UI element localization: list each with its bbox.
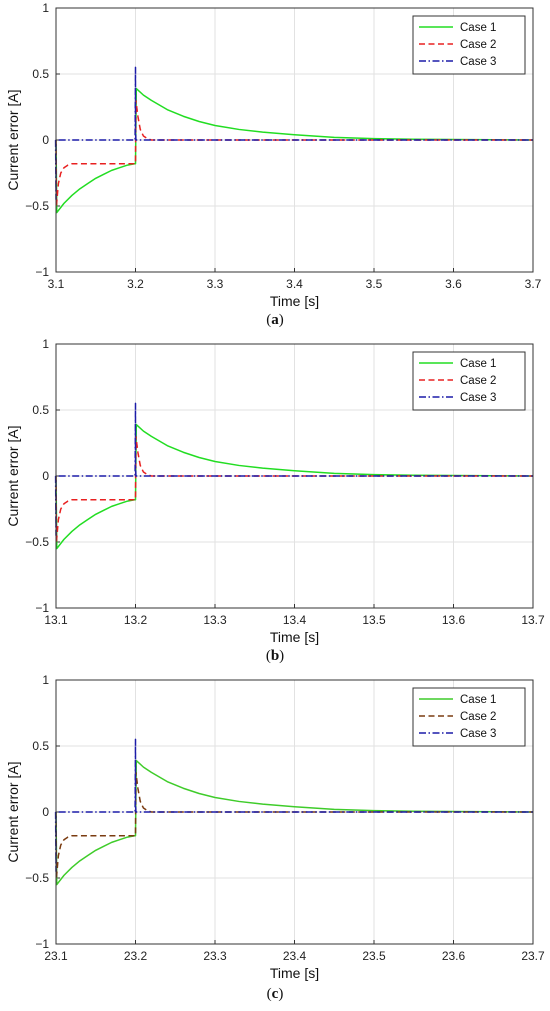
axes-box [55,7,534,273]
legend-box [412,15,526,75]
x-tick-label: 23.7 [521,949,545,963]
caption-a: (a) [266,312,284,328]
axes-box [55,679,534,945]
chart-a-svg: 3.1 3.2 3.3 3.4 3.5 3.6 3.7 −1 −0.5 0 0.5 1 Time [s]… [5,1,542,309]
x-tick-label: 13.7 [521,613,545,627]
series-line-case-3 [54,66,533,201]
legend-label-case-3: Case 3 [460,56,496,68]
y-tick-label: 1 [42,1,49,15]
legend: Case 1 Case 2 Case 3 [412,687,526,747]
caption-a-letter: a [271,312,279,328]
axes-box [55,343,534,609]
y-tick-label: 1 [42,337,49,351]
x-axis-label: Time [s] [270,629,319,645]
caption-c-letter: c [271,986,279,1002]
x-tick-label: 23.3 [203,949,227,963]
x-tick-label: 3.6 [445,277,462,291]
chart-b-svg: 13.1 13.2 13.3 13.4 13.5 13.6 13.7 −1 −0.5 0 0.5 1 T… [5,337,545,645]
legend-label-case-3: Case 3 [460,728,496,740]
x-tick-label: 13.1 [44,613,68,627]
y-axis-label: Current error [A] [5,761,21,862]
x-tick-label: 23.1 [44,949,68,963]
x-tick-label: 3.5 [366,277,383,291]
legend-label-case-3: Case 3 [460,392,496,404]
x-tick-label: 23.4 [283,949,307,963]
legend-label-case-2: Case 2 [460,711,496,723]
y-tick-label: 0.5 [32,403,49,417]
y-tick-label: −1 [35,265,49,279]
x-tick-label: 3.3 [207,277,224,291]
legend: Case 1 Case 2 Case 3 [412,15,526,75]
y-tick-label: 0 [42,133,49,147]
legend-label-case-2: Case 2 [460,39,496,51]
y-tick-label: −0.5 [25,535,49,549]
x-axis-label: Time [s] [270,965,319,981]
x-tick-label: 3.7 [525,277,542,291]
y-tick-label: 0 [42,805,49,819]
legend-label-case-2: Case 2 [460,375,496,387]
x-tick-label: 23.6 [442,949,466,963]
y-tick-label: 1 [42,673,49,687]
legend-box [412,351,526,411]
y-tick-label: −0.5 [25,871,49,885]
x-tick-label: 13.2 [124,613,148,627]
legend-label-case-1: Case 1 [460,694,496,706]
series-line-case-1 [55,759,534,886]
legend-box [412,687,526,747]
caption-c: (c) [266,986,284,1002]
y-tick-label: 0.5 [32,67,49,81]
y-axis-label: Current error [A] [5,89,21,190]
x-tick-label: 3.1 [48,277,65,291]
x-tick-label: 23.5 [362,949,386,963]
x-tick-label: 13.4 [283,613,307,627]
x-tick-label: 13.6 [442,613,466,627]
series-line-case-3 [54,402,533,537]
x-tick-label: 13.3 [203,613,227,627]
series-line-case-1 [55,87,534,214]
chart-c-svg: 23.1 23.2 23.3 23.4 23.5 23.6 23.7 −1 −0.5 0 0.5 1 T… [5,673,545,981]
y-tick-label: 0 [42,469,49,483]
x-tick-label: 3.2 [127,277,144,291]
caption-b-letter: b [270,648,280,664]
y-tick-label: 0.5 [32,739,49,753]
series-line-case-3 [54,738,533,873]
y-tick-label: −1 [35,601,49,615]
series-line-case-1 [55,423,534,550]
chart-panel-a: 3.1 3.2 3.3 3.4 3.5 3.6 3.7 −1 −0.5 0 0.5 1 Time [s]… [0,0,550,312]
caption-b: (b) [265,648,285,664]
y-tick-label: −0.5 [25,199,49,213]
x-tick-label: 13.5 [362,613,386,627]
x-tick-label: 3.4 [286,277,303,291]
legend: Case 1 Case 2 Case 3 [412,351,526,411]
chart-panel-c: 23.1 23.2 23.3 23.4 23.5 23.6 23.7 −1 −0.5 0 0.5 1 T… [0,672,550,986]
y-axis-label: Current error [A] [5,425,21,526]
y-tick-label: −1 [35,937,49,951]
x-tick-label: 23.2 [124,949,148,963]
x-axis-label: Time [s] [270,293,319,309]
legend-label-case-1: Case 1 [460,22,496,34]
chart-panel-b: 13.1 13.2 13.3 13.4 13.5 13.6 13.7 −1 −0.5 0 0.5 1 T… [0,336,550,648]
legend-label-case-1: Case 1 [460,358,496,370]
